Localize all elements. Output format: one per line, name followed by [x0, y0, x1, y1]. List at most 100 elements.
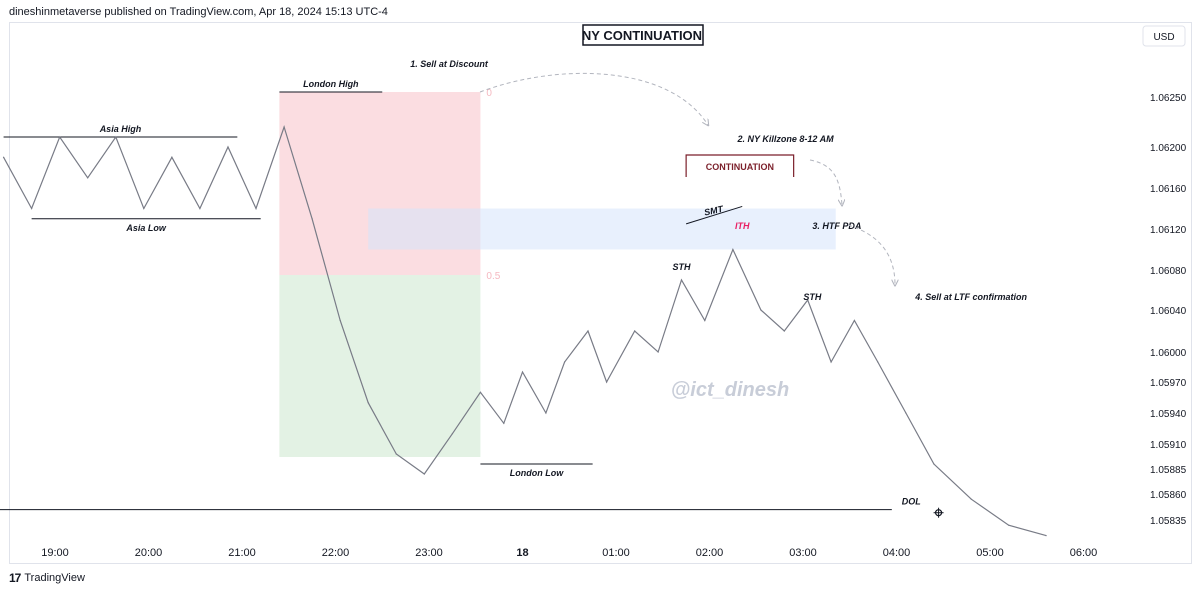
x-tick-label: 19:00: [41, 547, 69, 559]
y-tick-label: 1.06000: [1150, 348, 1187, 359]
price-path[interactable]: [3, 125, 1047, 537]
x-tick-label: 03:00: [789, 547, 817, 559]
price-point: [2, 156, 5, 158]
y-tick-label: 1.05940: [1150, 409, 1187, 420]
y-tick-label: 1.05885: [1150, 465, 1187, 476]
price-point: [395, 453, 397, 455]
annotation-sell-ltf: 4. Sell at LTF confirmation: [914, 292, 1027, 302]
fib-label-0: 0: [486, 88, 492, 99]
y-tick-label: 1.05970: [1150, 378, 1187, 389]
footer-brand[interactable]: TradingView: [24, 572, 85, 584]
x-tick-label: 02:00: [696, 547, 724, 559]
footer: 17 TradingView: [9, 571, 85, 585]
y-tick-label: 1.06120: [1150, 225, 1187, 236]
price-point: [545, 412, 547, 414]
price-point: [423, 473, 425, 475]
price-point: [877, 361, 879, 363]
price-point: [783, 330, 785, 332]
price-point: [830, 361, 832, 363]
chart-frame: [9, 22, 1192, 564]
price-point: [339, 319, 341, 322]
price-point: [367, 402, 369, 404]
price-point: [451, 433, 453, 435]
price-point: [227, 146, 229, 148]
level-label-london-high: London High: [303, 79, 359, 89]
level-label-asia-low: Asia Low: [125, 223, 167, 233]
level-label-london-low: London Low: [510, 468, 564, 478]
x-tick-label: 06:00: [1070, 547, 1098, 559]
y-tick-label: 1.06160: [1150, 184, 1187, 195]
y-tick-label: 1.06040: [1150, 306, 1187, 317]
x-tick-label: 22:00: [322, 547, 350, 559]
price-point: [59, 136, 61, 138]
price-point: [503, 422, 505, 424]
annotation-ny-killzone: 2. NY Killzone 8-12 AM: [737, 134, 835, 144]
price-point: [606, 381, 608, 383]
annotation-sell-at-discount: 1. Sell at Discount: [410, 59, 489, 69]
level-label-asia-high: Asia High: [99, 124, 142, 134]
y-tick-label: 1.06250: [1150, 93, 1187, 104]
price-point: [1045, 535, 1047, 537]
annotation-smt: SMT: [703, 204, 725, 218]
annotation-ith: ITH: [735, 221, 750, 231]
currency-label: USD: [1153, 32, 1174, 43]
x-tick-label: 04:00: [883, 547, 911, 559]
price-point: [1008, 524, 1010, 526]
x-tick-label: 01:00: [602, 547, 630, 559]
x-tick-label: 20:00: [135, 547, 163, 559]
fib-label-1: 0.5: [486, 271, 500, 282]
price-point: [657, 351, 659, 353]
y-tick-label: 1.05860: [1150, 490, 1187, 501]
flow-arrow-2: [809, 159, 842, 205]
zone-discount: [279, 275, 481, 457]
continuation-label: CONTINUATION: [706, 162, 774, 172]
watermark-text: @ict_dinesh: [671, 379, 789, 401]
y-tick-label: 1.05910: [1150, 440, 1187, 451]
price-point: [905, 412, 907, 414]
y-tick-label: 1.06200: [1150, 143, 1187, 154]
annotation-sth-2: STH: [803, 292, 822, 302]
price-point: [563, 361, 566, 363]
x-tick-label: 18: [516, 547, 528, 559]
continuation-bracket: [685, 154, 795, 177]
currency-badge[interactable]: [1142, 25, 1186, 47]
price-point: [587, 330, 589, 332]
price-point: [87, 177, 89, 179]
annotation-htf-pda-label: 3. HTF PDA: [812, 221, 861, 231]
price-point: [634, 330, 636, 332]
price-point: [732, 248, 734, 251]
level-label-dol: DOL: [902, 497, 921, 507]
price-point: [115, 136, 117, 138]
price-point: [199, 207, 201, 210]
price-point: [704, 319, 706, 322]
price-point: [807, 299, 809, 301]
price-point: [760, 309, 762, 311]
tradingview-logo-icon: 17: [9, 571, 21, 585]
annotation-sth-1: STH: [672, 262, 691, 272]
price-point: [970, 498, 972, 500]
chart-title-box: [582, 24, 704, 46]
price-point: [311, 218, 313, 220]
price-point: [31, 207, 33, 210]
price-point: [479, 391, 482, 393]
price-point: [933, 463, 935, 465]
flow-arrow-3: [847, 224, 895, 285]
smt-divergence-line: [685, 205, 743, 225]
publisher-line: dineshinmetaverse published on TradingVi…: [9, 6, 388, 18]
x-tick-label: 05:00: [976, 547, 1004, 559]
price-point: [171, 156, 173, 158]
price-point: [283, 126, 285, 128]
price-point: [143, 207, 145, 210]
y-tick-label: 1.06080: [1150, 266, 1187, 277]
y-tick-label: 1.05835: [1150, 516, 1187, 527]
price-point: [255, 207, 257, 210]
x-tick-label: 21:00: [228, 547, 256, 559]
price-point: [680, 279, 683, 281]
flow-arrow-1: [479, 72, 708, 125]
zone-htf-pda: [368, 208, 836, 250]
price-point: [853, 319, 856, 322]
chart-title: NY CONTINUATION: [582, 28, 702, 43]
price-point: [521, 371, 524, 373]
x-tick-label: 23:00: [415, 547, 443, 559]
